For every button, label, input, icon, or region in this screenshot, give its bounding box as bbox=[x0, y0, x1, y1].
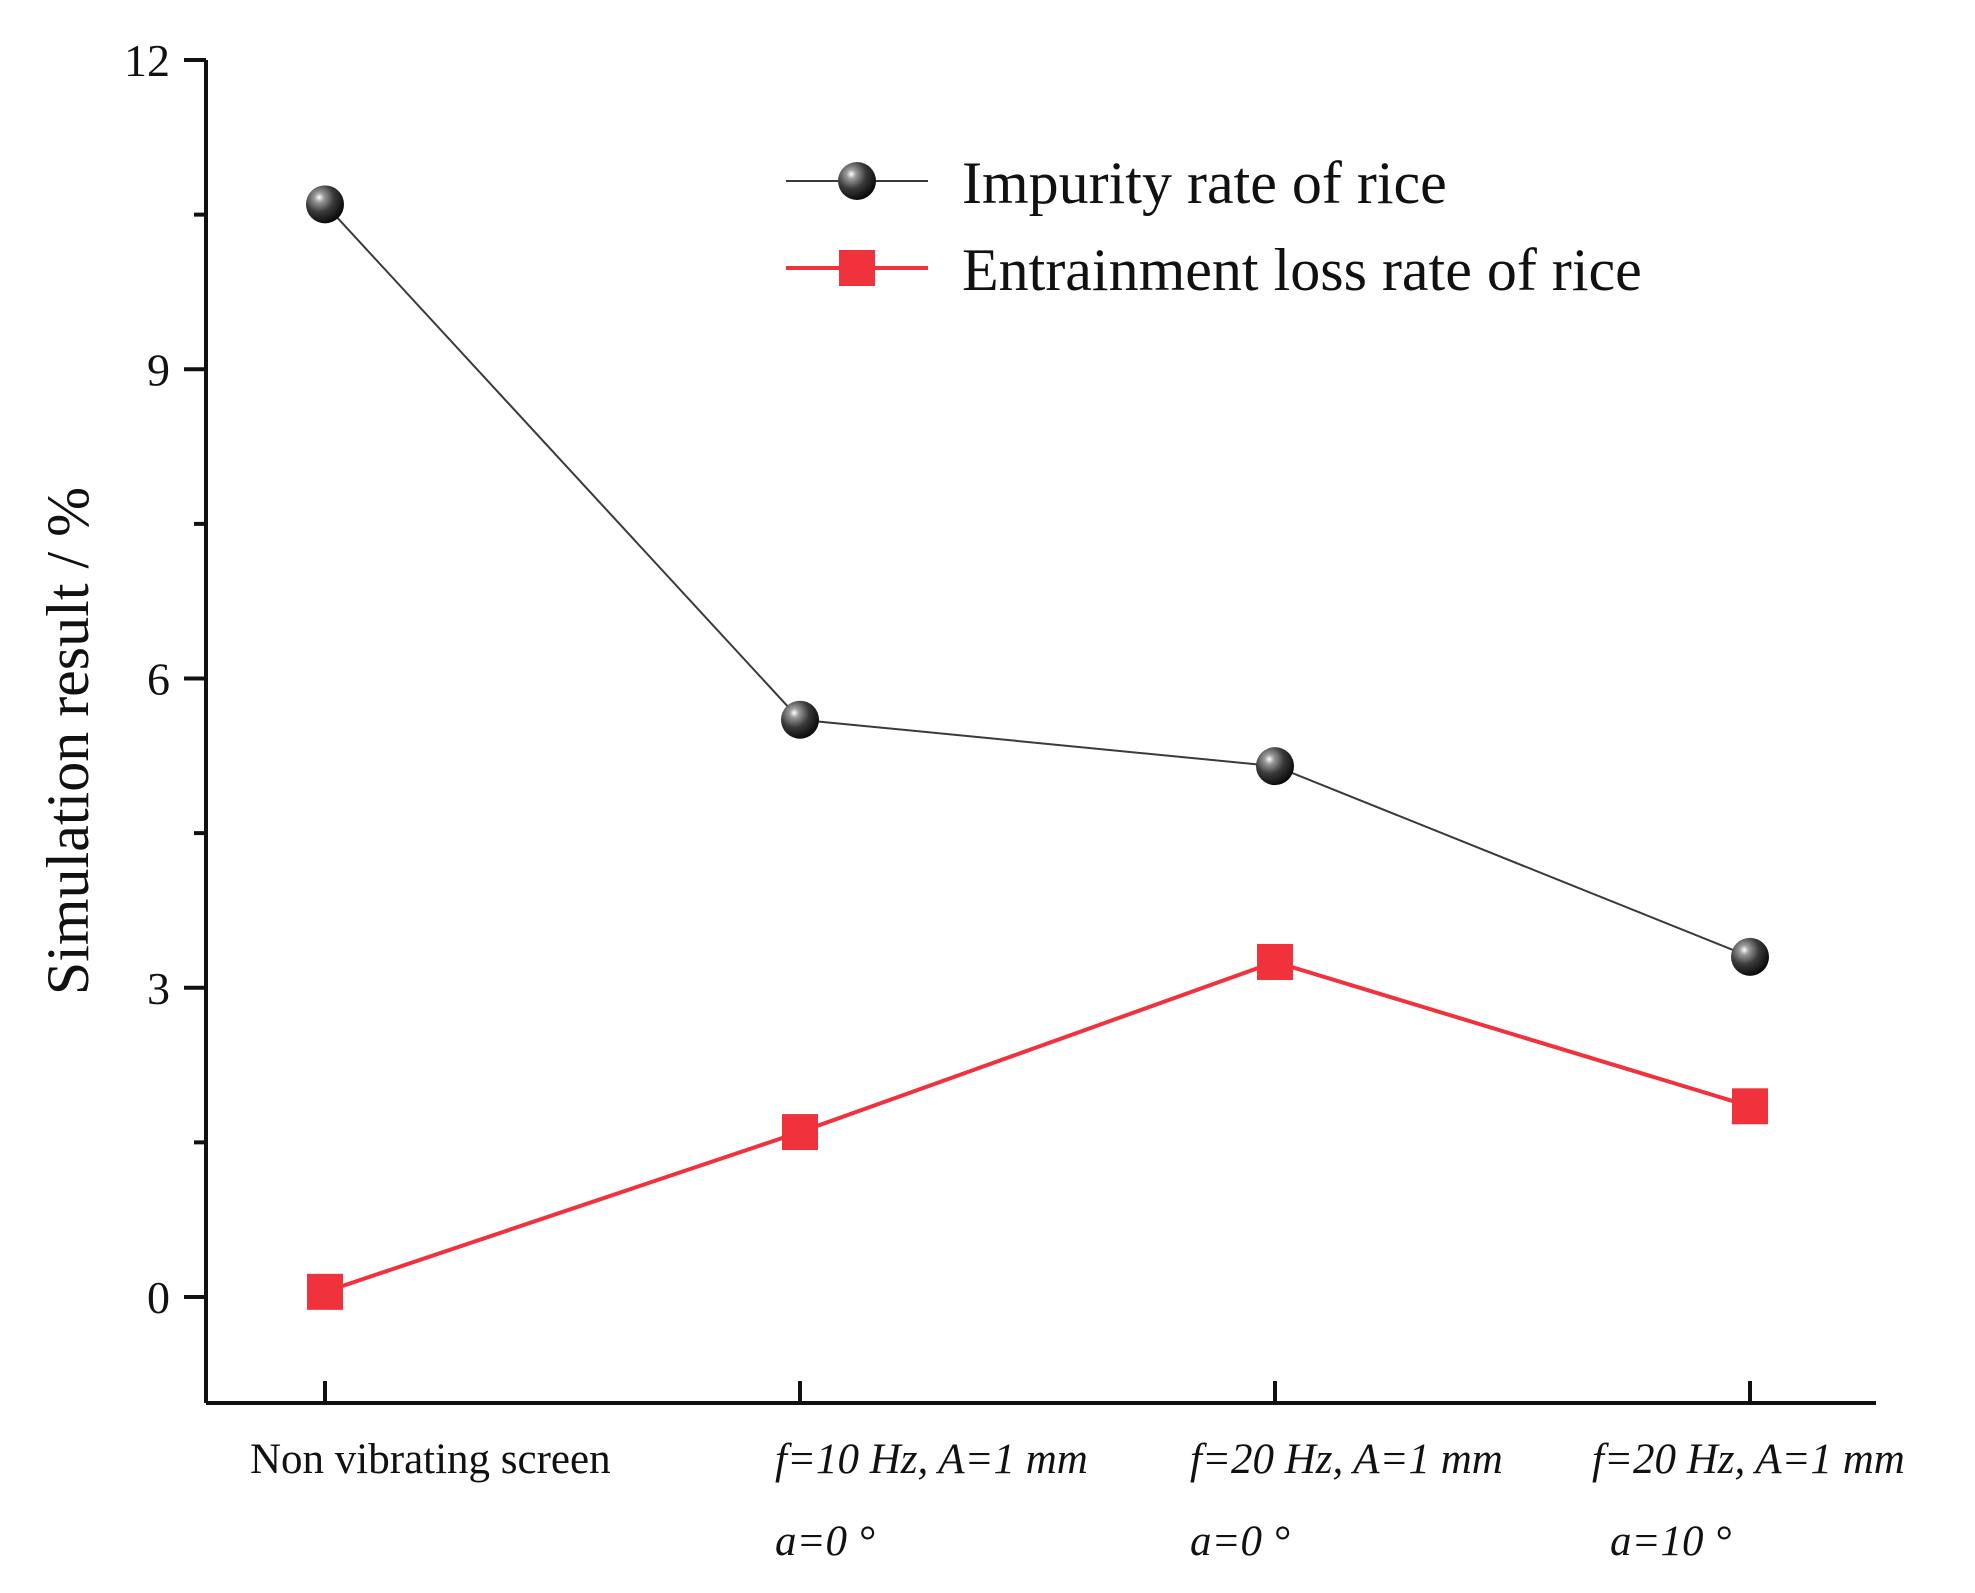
series-impurity-rate bbox=[306, 185, 1769, 976]
y-tick-label: 12 bbox=[124, 35, 170, 86]
category-label-3-line2: a=0 ° bbox=[1190, 1518, 1290, 1565]
y-tick-label: 0 bbox=[147, 1272, 170, 1323]
y-tick-label: 6 bbox=[147, 654, 170, 705]
y-axis-ticks: 0 3 6 9 12 bbox=[124, 35, 206, 1323]
y-axis-title: Simulation result / % bbox=[35, 487, 101, 995]
legend-label-impurity: Impurity rate of rice bbox=[962, 150, 1447, 216]
category-label-3-line1: f=20 Hz, A=1 mm bbox=[1190, 1436, 1503, 1483]
legend-marker-impurity bbox=[838, 162, 876, 200]
category-label-2-line1: f=10 Hz, A=1 mm bbox=[775, 1436, 1088, 1483]
category-label-4-line1: f=20 Hz, A=1 mm bbox=[1592, 1436, 1905, 1483]
impurity-point-2 bbox=[781, 700, 819, 739]
impurity-point-1 bbox=[306, 185, 344, 224]
y-tick-label: 9 bbox=[147, 344, 170, 395]
y-tick-label: 3 bbox=[147, 963, 170, 1014]
category-label-2-line2: a=0 ° bbox=[775, 1518, 875, 1565]
impurity-point-4 bbox=[1731, 937, 1769, 976]
entrainment-point-1 bbox=[307, 1273, 343, 1310]
legend-entry-impurity: Impurity rate of rice bbox=[786, 150, 1447, 216]
legend-label-entrainment: Entrainment loss rate of rice bbox=[962, 237, 1642, 303]
category-label-1-line1: Non vibrating screen bbox=[250, 1436, 611, 1483]
legend-entry-entrainment: Entrainment loss rate of rice bbox=[786, 237, 1642, 303]
legend: Impurity rate of rice Entrainment loss r… bbox=[786, 150, 1642, 303]
impurity-series-line bbox=[324, 203, 1751, 958]
legend-marker-entrainment bbox=[839, 250, 875, 286]
series-entrainment-loss-rate bbox=[307, 943, 1768, 1310]
entrainment-series-line bbox=[324, 959, 1751, 1294]
x-category-labels: Non vibrating screen f=10 Hz, A=1 mm a=0… bbox=[250, 1436, 1905, 1565]
x-axis-ticks bbox=[323, 1381, 1752, 1403]
impurity-point-3 bbox=[1256, 747, 1294, 786]
entrainment-point-3 bbox=[1257, 943, 1293, 980]
category-label-4-line2: a=10 ° bbox=[1610, 1518, 1731, 1565]
entrainment-point-2 bbox=[782, 1114, 818, 1151]
entrainment-point-4 bbox=[1732, 1088, 1768, 1125]
